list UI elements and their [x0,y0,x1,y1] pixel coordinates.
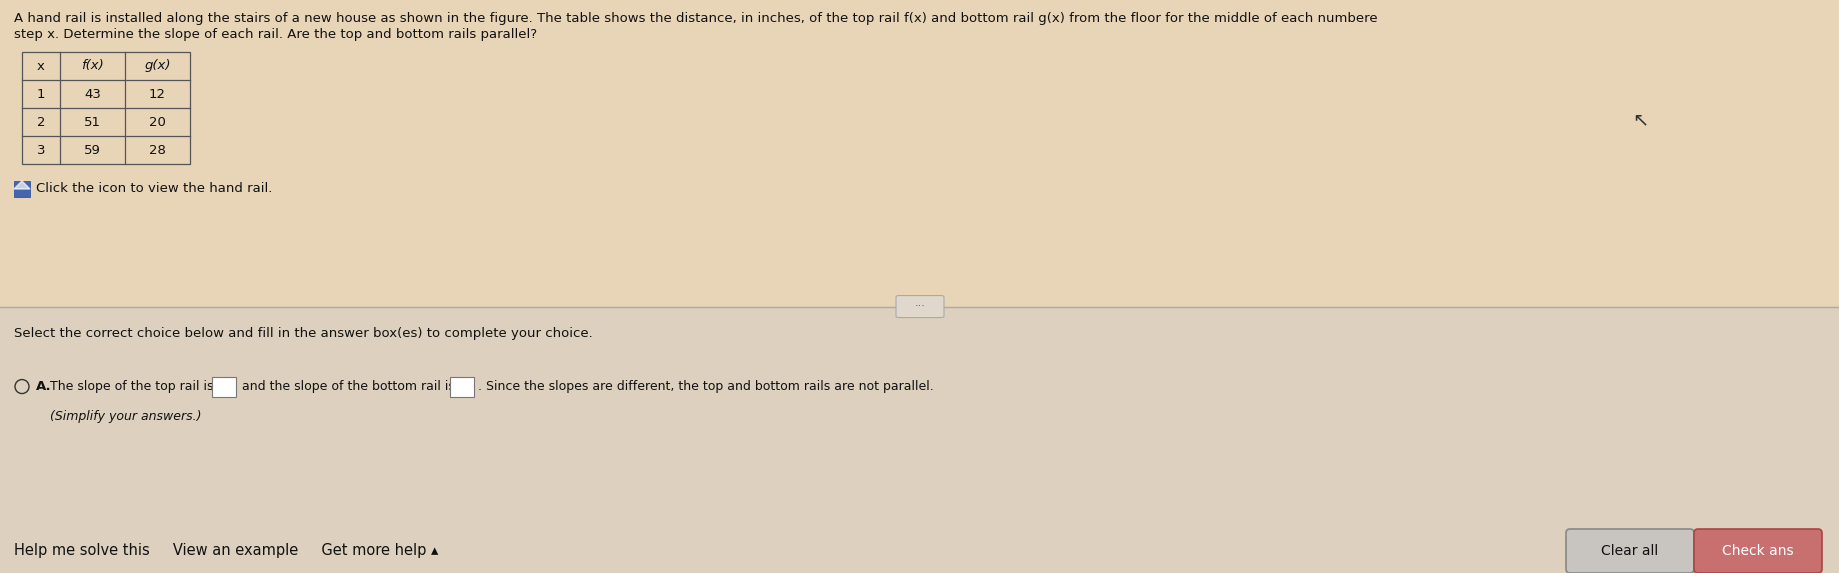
Text: A.: A. [37,380,51,393]
Text: Click the icon to view the hand rail.: Click the icon to view the hand rail. [37,182,272,195]
Text: 51: 51 [85,116,101,128]
Bar [15,181,29,197]
Text: Clear all: Clear all [1600,544,1657,558]
FancyBboxPatch shape [1694,529,1821,573]
Text: Check ans: Check ans [1721,544,1793,558]
Bar [22,52,189,164]
Text: x: x [37,60,44,73]
Text: ···: ··· [914,301,925,312]
Text: 3: 3 [37,143,46,156]
Text: 20: 20 [149,116,166,128]
Text: g(x): g(x) [143,60,171,73]
Text: step x. Determine the slope of each rail. Are the top and bottom rails parallel?: step x. Determine the slope of each rail… [15,28,537,41]
Text: Select the correct choice below and fill in the answer box(es) to complete your : Select the correct choice below and fill… [15,327,592,340]
Text: and the slope of the bottom rail is: and the slope of the bottom rail is [243,380,454,393]
FancyBboxPatch shape [1565,529,1694,573]
Bar [211,376,235,397]
Text: The slope of the top rail is: The slope of the top rail is [50,380,213,393]
Text: 1: 1 [37,88,46,100]
Text: A hand rail is installed along the stairs of a new house as shown in the figure.: A hand rail is installed along the stair… [15,12,1377,25]
Text: ↖: ↖ [1631,111,1648,129]
Text: (Simplify your answers.): (Simplify your answers.) [50,410,202,423]
Text: Help me solve this     View an example     Get more help ▴: Help me solve this View an example Get m… [15,544,438,559]
FancyBboxPatch shape [896,296,943,317]
Text: f(x): f(x) [81,60,103,73]
Text: 28: 28 [149,143,166,156]
Bar [0,307,1839,573]
Text: . Since the slopes are different, the top and bottom rails are not parallel.: . Since the slopes are different, the to… [478,380,932,393]
Polygon shape [15,181,29,189]
Text: 2: 2 [37,116,46,128]
Text: 12: 12 [149,88,166,100]
Bar [451,376,474,397]
Text: 43: 43 [85,88,101,100]
Text: 59: 59 [85,143,101,156]
